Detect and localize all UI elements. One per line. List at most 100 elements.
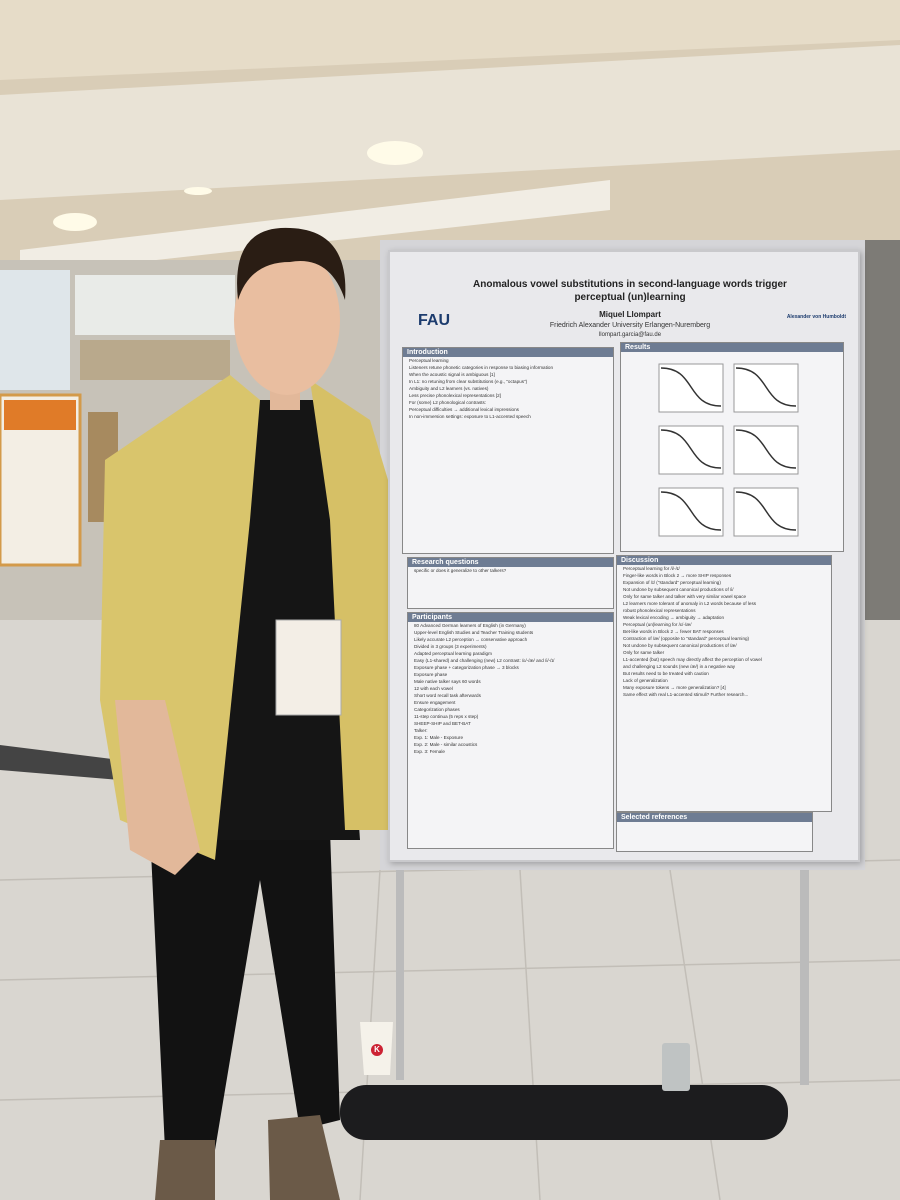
section-text: In L1: no retuning from clear substituti… <box>409 379 528 384</box>
section-text: Upper-level English Studies and Teacher … <box>414 630 534 635</box>
poster-author: Miquel Llompart <box>599 310 661 319</box>
section-text: Contraction of /æ/ (opposite to "standar… <box>623 636 750 641</box>
section-text: When the acoustic signal is ambiguous [1… <box>409 372 495 377</box>
hair <box>237 227 346 300</box>
ceiling-panel <box>0 0 900 80</box>
poster-section: Selected references <box>616 812 813 852</box>
hall <box>80 340 230 380</box>
poster-section: Discussion Perceptual learning for /i/-/ɪ… <box>616 555 832 812</box>
shoe <box>155 1140 215 1200</box>
section-text: Same effect with real L1-accented stimul… <box>623 692 749 697</box>
section-text: L1-accented (but) speech may directly af… <box>623 657 762 662</box>
section-text: Categorization phases <box>414 707 460 712</box>
section-heading: Discussion <box>617 556 831 565</box>
section-text: Exposure phase + categorization phase → … <box>414 665 519 670</box>
section-text: For (some) L2 phonological contrasts: <box>409 400 487 405</box>
section-text: Only for same talker and talker with ver… <box>623 594 747 599</box>
section-text: Easy (L1-shared) and challenging (new) L… <box>414 658 555 663</box>
section-text: Short word recall task afterwards <box>414 693 481 698</box>
cup-logo: K <box>371 1044 383 1056</box>
ceiling-light <box>53 213 97 231</box>
ceiling-light <box>367 141 423 165</box>
tile-line <box>519 869 541 1200</box>
section-text: Not undone by subsequent canonical produ… <box>623 587 734 592</box>
section-heading: Selected references <box>617 813 812 822</box>
section-text: Perceptual learning for /i/-/ɪ/ <box>623 566 680 571</box>
section-heading: Results <box>621 343 843 352</box>
logo: FAU <box>418 312 450 329</box>
section-text: Divided in 3 groups (3 experiments) <box>414 644 487 649</box>
section-text: specific or does it generalize to other … <box>414 568 507 573</box>
section-text: Less precise phonolexical representation… <box>409 393 501 398</box>
section-text: Bet-like words in Block 2 → fewer BAT re… <box>623 629 724 634</box>
section-text: Listeners retune phonetic categories in … <box>409 365 554 370</box>
stand-leg <box>396 855 404 1080</box>
poster-section: Introduction Perceptual learning Listeners… <box>402 347 614 554</box>
section-text: Male native talker says 60 words <box>414 679 481 684</box>
ceiling-beam <box>0 45 900 200</box>
poster-tube <box>340 1085 788 1140</box>
section-text: Likely accurate L2 perception → conserva… <box>414 637 528 642</box>
poster-section: Results <box>620 342 844 552</box>
section-text: and challenging L2 sounds (new /æ/) in a… <box>623 664 736 669</box>
can <box>662 1043 690 1091</box>
trousers <box>150 830 340 1150</box>
section-text: Many exposure tokens → more generalizati… <box>623 685 726 690</box>
other-poster-header <box>4 400 76 430</box>
section-text: SHEEP-SHIP and BET-BAT <box>414 721 471 726</box>
plot-curve <box>660 367 722 407</box>
poster-section: Participants 80 Advanced German learners … <box>407 612 614 849</box>
section-text: Perceptual difficulties → additional lex… <box>409 407 519 412</box>
section-text: Exp. 2: Male - similar acoustics <box>414 742 478 747</box>
poster-section: Research questions specific or does it ge… <box>407 557 614 609</box>
ceiling-light <box>184 187 212 195</box>
badge <box>275 619 342 716</box>
section-heading: Participants <box>408 613 613 622</box>
plot-curve <box>660 429 722 469</box>
stand-leg <box>800 855 809 1085</box>
section-text: 12 with each vowel <box>414 686 453 691</box>
section-text: In non-immersion settings: exposure to L… <box>409 414 531 419</box>
section-text: But results need to be treated with caut… <box>623 671 709 676</box>
section-text: Expansion of /ɪ/ ("standard" perceptual … <box>623 580 721 585</box>
research-poster: FAU Anomalous vowel substitutions in sec… <box>388 250 860 862</box>
plot-curve <box>735 367 797 407</box>
plot-frame <box>733 363 799 413</box>
shoe <box>268 1115 340 1200</box>
section-text: Perceptual learning <box>409 358 449 363</box>
section-text: Exposure phase <box>414 672 448 677</box>
tile-line <box>669 869 721 1200</box>
plot-curve <box>660 491 722 531</box>
tile-line <box>0 959 900 981</box>
section-text: Finger-like words in Block 2 → more SHIP… <box>623 573 732 578</box>
section-text: robust phonolexical representations <box>623 608 696 613</box>
section-text: Not undone by subsequent canonical produ… <box>623 643 737 648</box>
section-text: L2 learners more tolerant of anomaly in … <box>623 601 757 606</box>
section-text: Ambiguity and L2 learners (vs. natives) <box>409 386 489 391</box>
hand-left <box>115 700 200 875</box>
section-text: Ensure engagement <box>414 700 456 705</box>
section-text: Talker: <box>414 728 428 733</box>
poster-affiliation: Friedrich Alexander University Erlangen-… <box>549 322 711 329</box>
floor-strip <box>0 745 120 780</box>
section-text: Lack of generalization <box>623 678 668 683</box>
section-heading: Introduction <box>403 348 613 357</box>
section-text: 11-step continua (5 reps x step) <box>414 714 479 719</box>
poster-email: llompart.garcia@fau.de <box>598 332 662 338</box>
result-plots <box>658 363 799 537</box>
section-text: Exp. 3: Female <box>414 749 445 754</box>
plot-curve <box>735 491 797 531</box>
section-text: Exp. 1: Male - Exposure <box>414 735 464 740</box>
section-text: Adapted perceptual learning paradigm <box>414 651 492 656</box>
section-text: 80 Advanced German learners of English (… <box>414 623 526 628</box>
window <box>75 275 235 335</box>
window <box>0 270 70 390</box>
ceiling-beam <box>20 180 610 275</box>
section-text: Only for same talker <box>623 650 665 655</box>
section-heading: Research questions <box>408 558 613 567</box>
plot-curve <box>735 429 797 469</box>
section-text: Perceptual (un)learning for /ɛ/-/æ/ <box>623 622 692 627</box>
section-text: Weak lexical encoding → ambiguity → adap… <box>623 615 725 620</box>
face <box>234 245 340 395</box>
